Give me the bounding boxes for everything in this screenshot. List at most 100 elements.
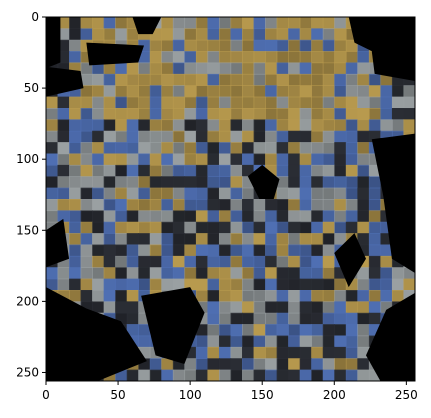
image-pixel-block [103,267,116,280]
image-pixel-block [242,301,255,314]
image-pixel-block [115,28,128,41]
image-mask-region [46,218,70,268]
image-pixel-block [253,233,266,246]
image-pixel-block [92,73,105,86]
image-pixel-block [80,210,93,223]
image-pixel-block [126,233,139,246]
image-pixel-block [357,187,370,200]
image-pixel-block [126,176,139,189]
image-pixel-block [115,301,128,314]
image-pixel-block [149,142,163,155]
x-tick-label: 100 [179,388,202,402]
image-pixel-block [242,210,255,223]
image-pixel-block [242,290,255,303]
image-pixel-block [368,176,382,189]
image-pixel-block [299,346,312,359]
image-pixel-block [126,369,139,381]
image-pixel-block [311,335,324,348]
image-pixel-block [322,39,335,52]
image-pixel-block [218,51,232,64]
image-pixel-block [184,187,197,200]
image-pixel-block [138,142,151,155]
image-pixel-block [149,62,163,75]
image-pixel-block [218,369,232,381]
image-pixel-block [161,73,174,86]
image-pixel-block [311,39,324,52]
image-pixel-block [322,73,335,86]
image-pixel-block [288,164,301,177]
image-pixel-block [276,346,289,359]
image-pixel-block [322,244,335,257]
image-pixel-block [242,255,255,268]
image-pixel-block [403,267,415,280]
image-pixel-block [357,301,370,314]
image-pixel-block [184,130,197,143]
image-pixel-block [149,96,163,109]
image-pixel-block [288,130,301,143]
image-pixel-block [80,199,93,212]
image-pixel-block [195,119,209,132]
image-pixel-block [368,187,382,200]
image-pixel-block [230,221,243,234]
image-pixel-block [69,244,82,257]
image-pixel-block [334,142,347,155]
x-tick-label: 0 [42,388,50,402]
image-pixel-block [276,153,289,166]
image-pixel-block [299,233,312,246]
image-pixel-block [380,278,393,291]
image-pixel-block [195,176,209,189]
image-pixel-block [288,358,301,371]
image-pixel-block [242,358,255,371]
image-pixel-block [345,346,359,359]
image-pixel-block [103,164,116,177]
image-pixel-block [126,324,139,337]
image-pixel-block [92,267,105,280]
image-pixel-block [172,210,186,223]
image-pixel-block [242,369,255,381]
image-pixel-block [218,255,232,268]
image-pixel-block [126,96,139,109]
image-pixel-block [253,119,266,132]
image-pixel-block [242,187,255,200]
image-pixel-block [172,278,186,291]
image-pixel-block [357,51,370,64]
image-pixel-block [345,85,359,98]
image-pixel-block [242,108,255,121]
image-pixel-block [161,142,174,155]
image-pixel-block [172,187,186,200]
image-pixel-block [195,108,209,121]
image-pixel-block [368,312,382,325]
image-pixel-block [138,210,151,223]
image-pixel-block [103,233,116,246]
image-pixel-block [345,301,359,314]
image-pixel-block [195,51,209,64]
image-pixel-block [103,119,116,132]
image-pixel-block [345,290,359,303]
image-pixel-block [149,130,163,143]
image-pixel-block [207,130,220,143]
image-pixel-block [126,108,139,121]
image-pixel-block [103,130,116,143]
image-pixel-block [311,324,324,337]
image-pixel-block [126,255,139,268]
image-pixel-block [230,119,243,132]
image-pixel-block [311,28,324,41]
image-pixel-block [311,73,324,86]
image-pixel-block [126,244,139,257]
image-pixel-block [230,346,243,359]
image-pixel-block [345,221,359,234]
image-pixel-block [288,187,301,200]
image-pixel-block [103,142,116,155]
image-pixel-block [230,85,243,98]
image-pixel-block [322,335,335,348]
image-pixel-block [276,335,289,348]
image-pixel-block [195,346,209,359]
image-pixel-block [195,244,209,257]
image-pixel-block [265,290,278,303]
image-pixel-block [253,278,266,291]
image-pixel-block [103,301,116,314]
image-pixel-block [322,301,335,314]
image-pixel-block [345,142,359,155]
image-pixel-block [218,62,232,75]
image-pixel-block [46,176,59,189]
